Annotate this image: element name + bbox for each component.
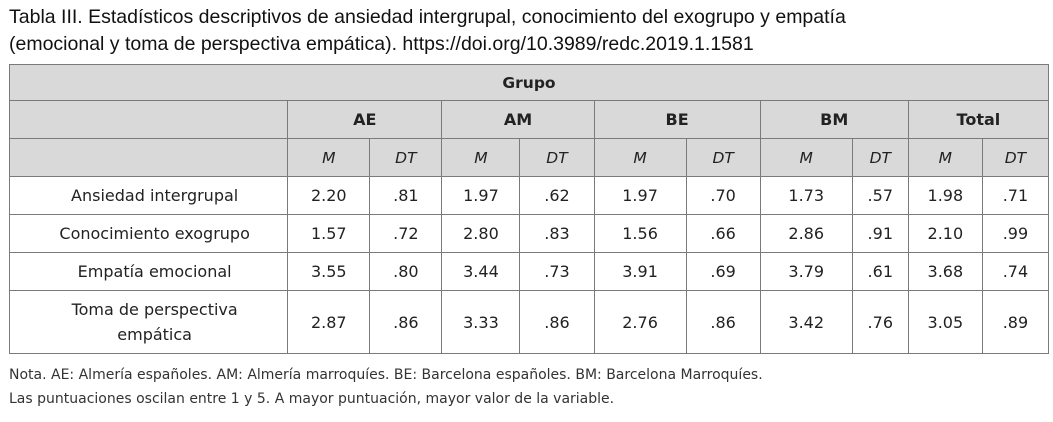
group-header-am: AM <box>441 100 595 139</box>
cell-am-m: 2.80 <box>441 214 521 253</box>
group-header-be: BE <box>593 100 761 139</box>
cell-be-dt: .86 <box>685 290 761 354</box>
note-line-2: Las puntuaciones oscilan entre 1 y 5. A … <box>9 391 615 407</box>
cell-ae-m: 2.20 <box>287 176 371 215</box>
cell-ae-dt: .81 <box>369 176 443 215</box>
cell-am-m: 1.97 <box>441 176 521 215</box>
stat-header-dt: DT <box>685 138 761 177</box>
table-caption: Tabla III. Estadísticos descriptivos de … <box>9 4 1049 58</box>
cell-ae-dt: .86 <box>369 290 443 354</box>
cell-am-dt: .86 <box>519 290 595 354</box>
table-header-stats: M DT M DT M DT M DT M DT <box>8 138 1050 177</box>
cell-total-m: 3.68 <box>907 252 983 291</box>
table-row-empatia-emocional: Empatía emocional 3.55 .80 3.44 .73 3.91… <box>8 252 1050 291</box>
cell-ae-m: 3.55 <box>287 252 371 291</box>
cell-am-dt: .83 <box>519 214 595 253</box>
table-notes: Nota. AE: Almería españoles. AM: Almería… <box>9 363 763 411</box>
cell-be-dt: .70 <box>685 176 761 215</box>
cell-ae-dt: .80 <box>369 252 443 291</box>
cell-be-dt: .69 <box>685 252 761 291</box>
cell-total-dt: .71 <box>981 176 1050 215</box>
row-label: Empatía emocional <box>8 252 289 291</box>
stat-header-m: M <box>287 138 371 177</box>
cell-total-dt: .89 <box>981 290 1050 354</box>
stat-header-m: M <box>907 138 983 177</box>
stat-header-dt: DT <box>519 138 595 177</box>
group-header-total: Total <box>907 100 1050 139</box>
caption-line-2: (emocional y toma de perspectiva empátic… <box>9 33 754 55</box>
cell-am-m: 3.44 <box>441 252 521 291</box>
stat-header-m: M <box>759 138 853 177</box>
cell-bm-dt: .76 <box>851 290 909 354</box>
table-row-conocimiento-exogrupo: Conocimiento exogrupo 1.57 .72 2.80 .83 … <box>8 214 1050 253</box>
blank-header-cell <box>8 100 289 139</box>
table-header-grupo: Grupo <box>9 64 1049 101</box>
cell-be-m: 3.91 <box>593 252 687 291</box>
stat-header-dt: DT <box>369 138 443 177</box>
group-header-bm: BM <box>759 100 909 139</box>
stat-header-dt: DT <box>851 138 909 177</box>
cell-bm-m: 3.42 <box>759 290 853 354</box>
table-header-groups: AE AM BE BM Total <box>8 100 1050 139</box>
stat-header-m: M <box>441 138 521 177</box>
group-header-ae: AE <box>287 100 443 139</box>
cell-ae-m: 2.87 <box>287 290 371 354</box>
stat-header-m: M <box>593 138 687 177</box>
cell-be-dt: .66 <box>685 214 761 253</box>
cell-be-m: 1.97 <box>593 176 687 215</box>
cell-bm-dt: .57 <box>851 176 909 215</box>
cell-be-m: 1.56 <box>593 214 687 253</box>
cell-bm-m: 3.79 <box>759 252 853 291</box>
note-line-1: Nota. AE: Almería españoles. AM: Almería… <box>9 367 763 383</box>
cell-be-m: 2.76 <box>593 290 687 354</box>
cell-am-dt: .62 <box>519 176 595 215</box>
cell-bm-m: 2.86 <box>759 214 853 253</box>
row-label: Conocimiento exogrupo <box>8 214 289 253</box>
caption-line-1: Tabla III. Estadísticos descriptivos de … <box>9 6 846 28</box>
descriptive-stats-table: Grupo AE AM BE BM Total M DT M DT M DT M… <box>8 64 1050 354</box>
cell-total-dt: .99 <box>981 214 1050 253</box>
cell-total-m: 1.98 <box>907 176 983 215</box>
cell-ae-m: 1.57 <box>287 214 371 253</box>
table-row-ansiedad-intergrupal: Ansiedad intergrupal 2.20 .81 1.97 .62 1… <box>8 176 1050 215</box>
table-row-toma-de-perspectiva: Toma de perspectiva empática 2.87 .86 3.… <box>8 290 1050 354</box>
row-label: Ansiedad intergrupal <box>8 176 289 215</box>
stat-header-dt: DT <box>981 138 1050 177</box>
cell-ae-dt: .72 <box>369 214 443 253</box>
grupo-header: Grupo <box>9 64 1049 101</box>
cell-bm-dt: .91 <box>851 214 909 253</box>
cell-total-dt: .74 <box>981 252 1050 291</box>
cell-am-dt: .73 <box>519 252 595 291</box>
row-label-line-2: empática <box>117 325 192 344</box>
cell-am-m: 3.33 <box>441 290 521 354</box>
cell-total-m: 2.10 <box>907 214 983 253</box>
row-label: Toma de perspectiva empática <box>8 290 289 354</box>
cell-bm-dt: .61 <box>851 252 909 291</box>
cell-total-m: 3.05 <box>907 290 983 354</box>
row-label-line-1: Toma de perspectiva <box>71 300 238 319</box>
blank-header-cell <box>8 138 289 177</box>
cell-bm-m: 1.73 <box>759 176 853 215</box>
